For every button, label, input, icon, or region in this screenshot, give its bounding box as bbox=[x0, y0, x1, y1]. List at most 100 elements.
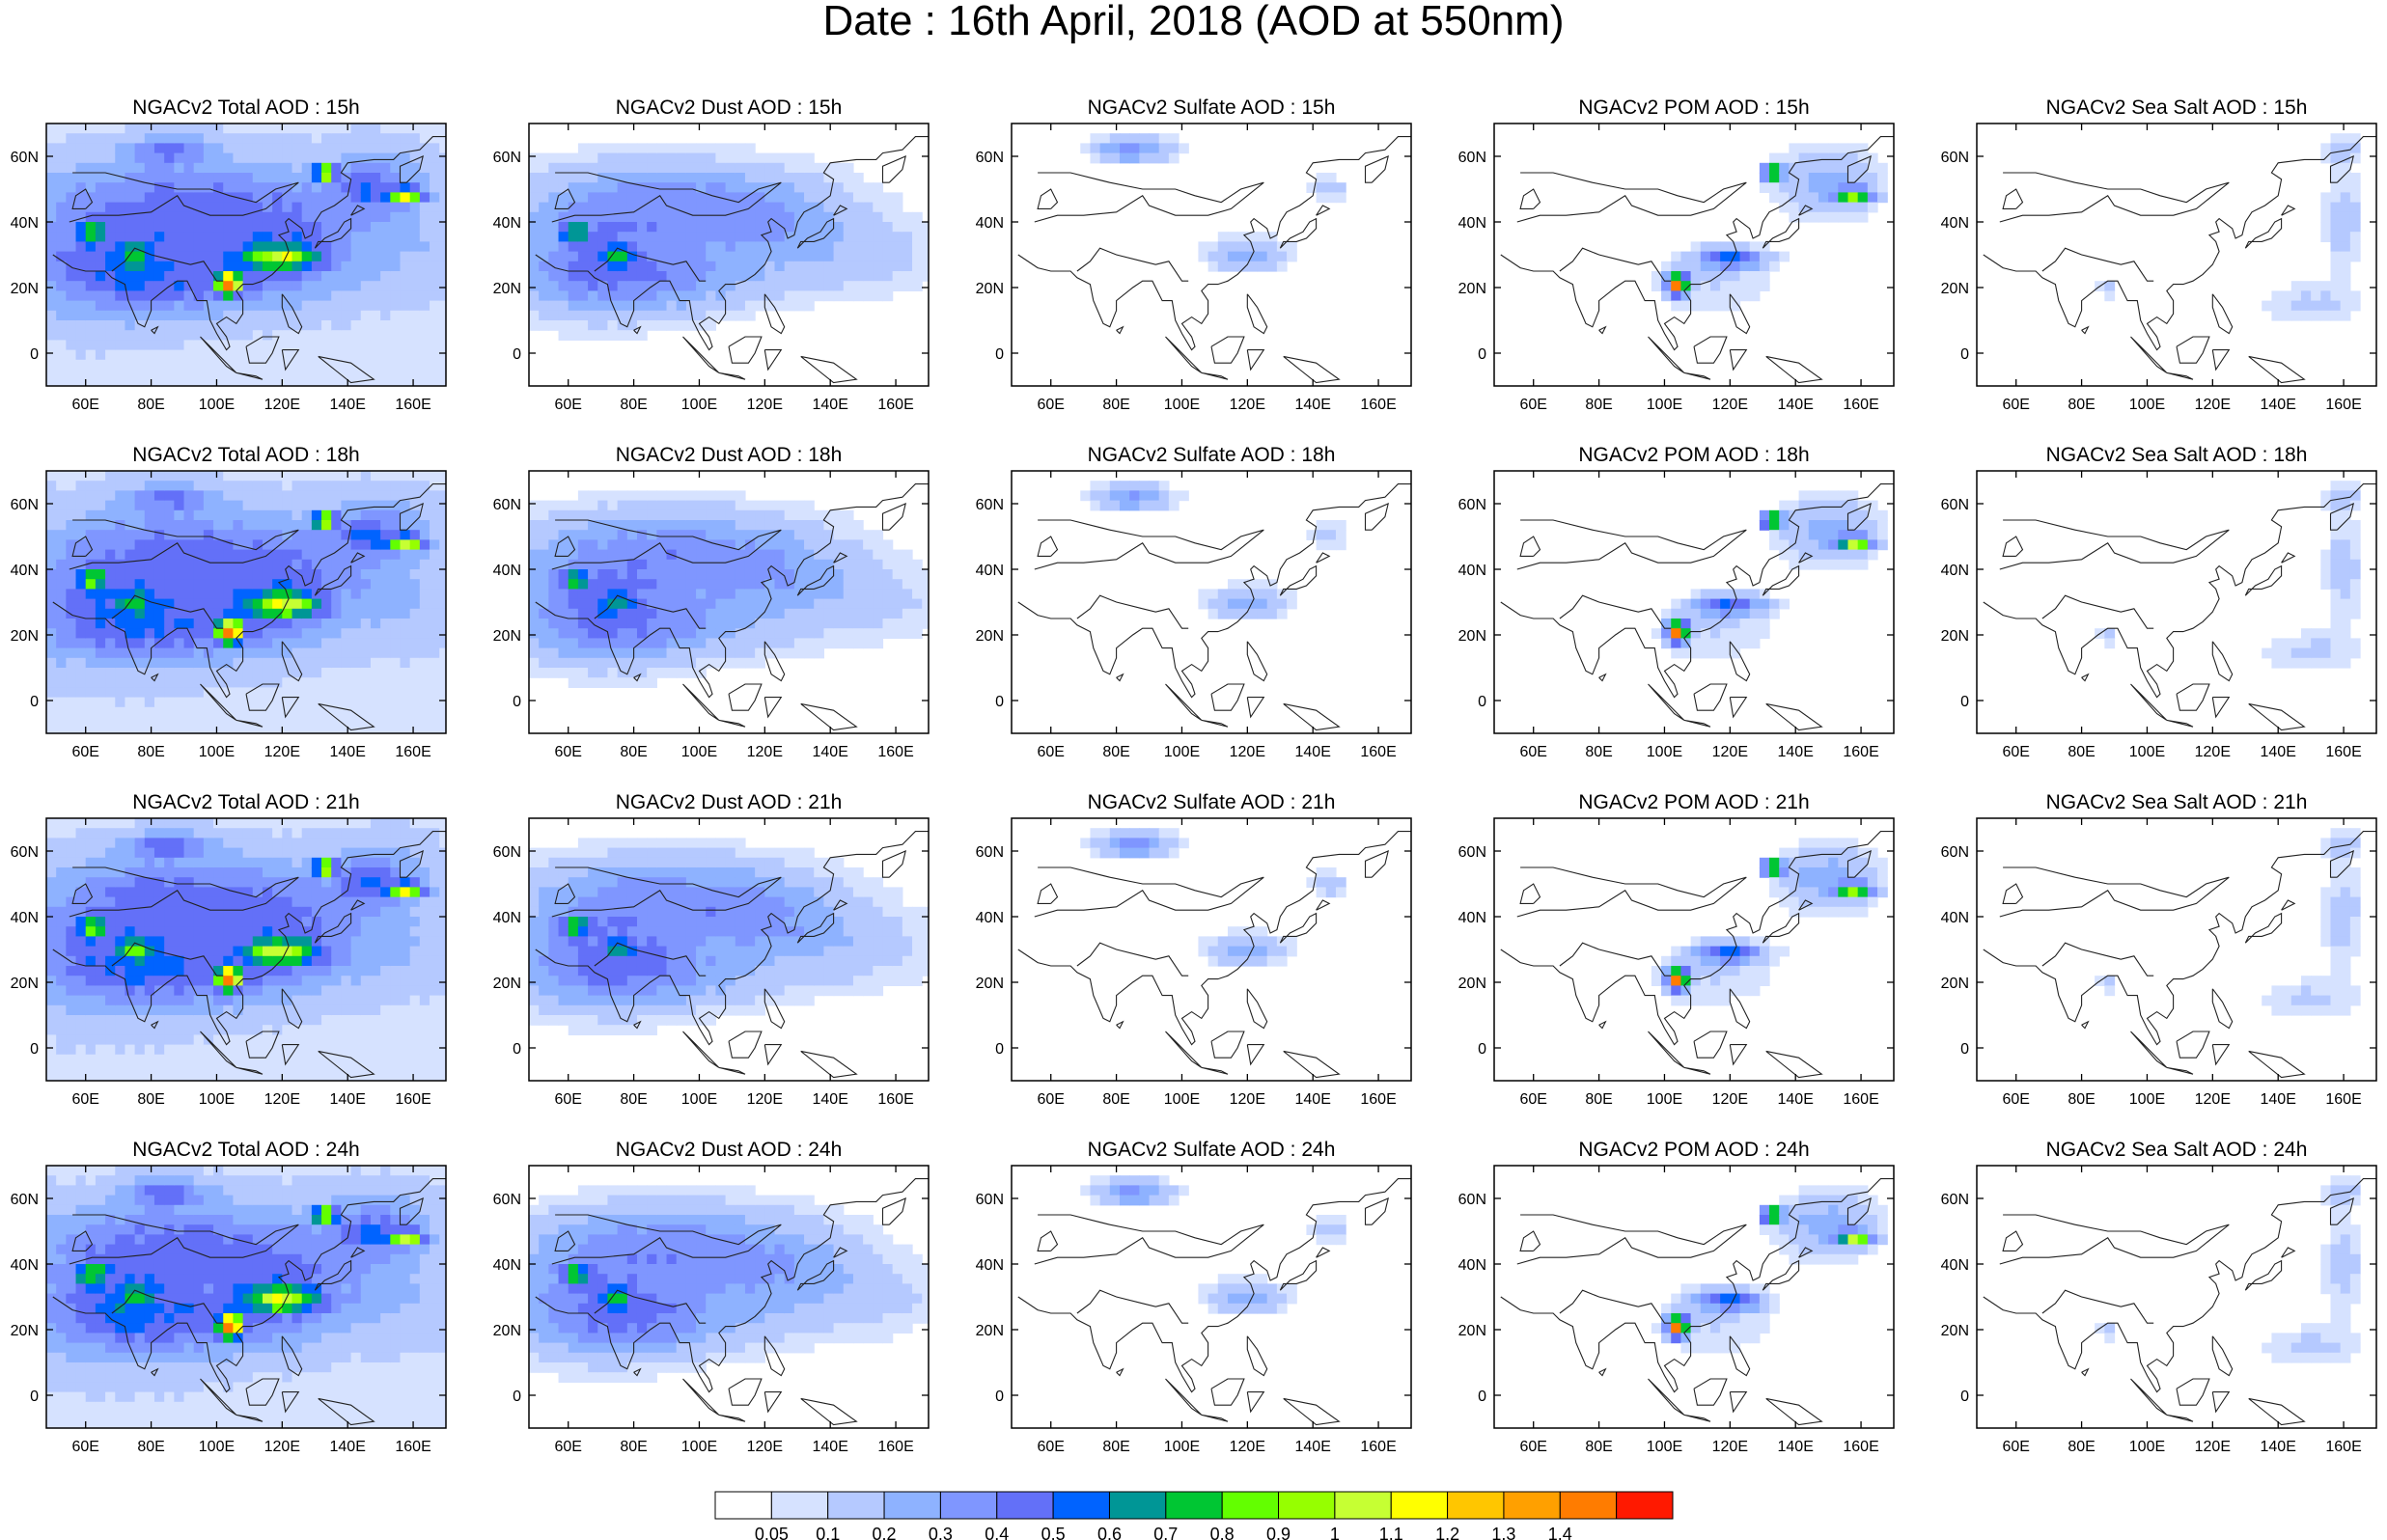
colorbar-swatch bbox=[939, 1491, 998, 1520]
lon-tick-label: 80E bbox=[620, 1439, 647, 1455]
coastline bbox=[1017, 831, 1411, 1079]
panel-frame bbox=[1011, 1165, 1412, 1429]
lat-tick-label: 60N bbox=[1941, 1192, 1969, 1208]
lat-tick-label: 20N bbox=[976, 976, 1004, 992]
lon-tick-label: 60E bbox=[71, 1439, 98, 1455]
lon-tick-label: 120E bbox=[264, 1091, 300, 1108]
coastline bbox=[52, 136, 446, 384]
lon-tick-label: 120E bbox=[264, 397, 300, 413]
lon-tick-label: 140E bbox=[1295, 744, 1331, 760]
coastline bbox=[535, 831, 929, 1079]
coastline bbox=[1500, 1178, 1894, 1426]
lat-tick-label: 40N bbox=[1458, 910, 1486, 926]
panel-title: NGACv2 Dust AOD : 18h bbox=[616, 444, 843, 466]
lat-tick-label: 20N bbox=[1941, 976, 1969, 992]
lon-tick-label: 140E bbox=[2261, 744, 2296, 760]
lon-tick-label: 60E bbox=[1037, 397, 1064, 413]
lat-tick-label: 0 bbox=[1478, 1041, 1486, 1058]
lon-tick-label: 160E bbox=[1843, 397, 1878, 413]
lat-tick-label: 60N bbox=[493, 1192, 521, 1208]
lat-tick-label: 0 bbox=[30, 694, 39, 710]
lon-tick-label: 60E bbox=[554, 1091, 581, 1108]
lon-tick-label: 80E bbox=[1102, 1439, 1129, 1455]
lon-tick-label: 60E bbox=[2002, 744, 2029, 760]
lat-tick-label: 60N bbox=[493, 497, 521, 513]
aod-field bbox=[529, 490, 929, 688]
lat-tick-label: 60N bbox=[1458, 150, 1486, 166]
lon-tick-label: 120E bbox=[264, 744, 300, 760]
lat-tick-label: 20N bbox=[1941, 628, 1969, 645]
lon-tick-label: 140E bbox=[2261, 1439, 2296, 1455]
lon-tick-label: 140E bbox=[813, 1439, 848, 1455]
coastline bbox=[1017, 1178, 1411, 1426]
lon-tick-label: 160E bbox=[877, 397, 913, 413]
coastline bbox=[52, 483, 446, 731]
lat-tick-label: 20N bbox=[11, 628, 39, 645]
lat-tick-label: 0 bbox=[1960, 694, 1969, 710]
colorbar-label: 0.3 bbox=[929, 1525, 953, 1540]
lat-tick-label: 60N bbox=[1941, 150, 1969, 166]
lat-tick-label: 60N bbox=[976, 844, 1004, 861]
lon-tick-label: 80E bbox=[620, 744, 647, 760]
lon-tick-label: 160E bbox=[1843, 1439, 1878, 1455]
lat-tick-label: 20N bbox=[11, 976, 39, 992]
lat-tick-label: 0 bbox=[1478, 346, 1486, 363]
colorbar-swatch bbox=[770, 1491, 829, 1520]
colorbar-swatch bbox=[1616, 1491, 1674, 1520]
panel-title: NGACv2 POM AOD : 18h bbox=[1578, 444, 1809, 466]
lon-tick-label: 140E bbox=[330, 744, 366, 760]
lat-tick-label: 40N bbox=[11, 1257, 39, 1274]
panel-title: NGACv2 Sulfate AOD : 24h bbox=[1088, 1139, 1336, 1161]
panel-title: NGACv2 Sea Salt AOD : 15h bbox=[2046, 96, 2308, 119]
panel-frame bbox=[1011, 817, 1412, 1082]
lon-tick-label: 80E bbox=[137, 1439, 164, 1455]
map-panel-sulfate-0: NGACv2 Sulfate AOD : 15h 60E 80E 100E 120E 14… bbox=[976, 96, 1412, 413]
lat-tick-label: 20N bbox=[493, 1323, 521, 1339]
lon-tick-label: 120E bbox=[2195, 1091, 2231, 1108]
lon-tick-label: 100E bbox=[2129, 744, 2165, 760]
lon-tick-label: 160E bbox=[395, 397, 430, 413]
lon-tick-label: 80E bbox=[620, 1091, 647, 1108]
aod-field bbox=[1080, 1175, 1346, 1314]
lat-tick-label: 20N bbox=[976, 1323, 1004, 1339]
lon-tick-label: 120E bbox=[1712, 1439, 1748, 1455]
colorbar: 0.05 0.1 0.2 0.3 0.4 0.5 0.6 0.7 0.8 0.9 1 1.1 1.2 1.… bbox=[714, 1491, 1674, 1540]
colorbar-label: 1.3 bbox=[1491, 1525, 1515, 1540]
lon-tick-label: 160E bbox=[877, 1091, 913, 1108]
lon-tick-label: 80E bbox=[137, 1091, 164, 1108]
lat-tick-label: 60N bbox=[1941, 497, 1969, 513]
coastline bbox=[535, 483, 929, 731]
lat-tick-label: 60N bbox=[976, 150, 1004, 166]
lon-tick-label: 100E bbox=[1164, 1091, 1200, 1108]
lon-tick-label: 120E bbox=[1712, 397, 1748, 413]
lat-tick-label: 20N bbox=[1941, 1323, 1969, 1339]
coastline bbox=[1500, 483, 1894, 731]
lon-tick-label: 160E bbox=[1360, 744, 1396, 760]
lon-tick-label: 120E bbox=[747, 744, 783, 760]
lat-tick-label: 20N bbox=[493, 628, 521, 645]
lat-tick-label: 40N bbox=[1941, 215, 1969, 232]
colorbar-label: 0.7 bbox=[1153, 1525, 1178, 1540]
map-panel-seasalt-2: NGACv2 Sea Salt AOD : 21h 60E 80E 100E 120E 1… bbox=[1941, 791, 2377, 1108]
lon-tick-label: 120E bbox=[747, 397, 783, 413]
lon-tick-label: 80E bbox=[1585, 1439, 1612, 1455]
panel-title: NGACv2 POM AOD : 21h bbox=[1578, 791, 1809, 813]
lon-tick-label: 120E bbox=[2195, 397, 2231, 413]
aod-field bbox=[529, 1185, 929, 1383]
lon-tick-label: 60E bbox=[71, 744, 98, 760]
coastline bbox=[52, 831, 446, 1079]
aod-field bbox=[46, 1166, 446, 1428]
lon-tick-label: 100E bbox=[199, 744, 235, 760]
lat-tick-label: 0 bbox=[30, 1041, 39, 1058]
colorbar-swatch bbox=[714, 1491, 772, 1520]
lat-tick-label: 60N bbox=[1458, 1192, 1486, 1208]
map-panel-seasalt-3: NGACv2 Sea Salt AOD : 24h 60E 80E 100E 120E 1… bbox=[1941, 1139, 2377, 1455]
lon-tick-label: 140E bbox=[1778, 1439, 1814, 1455]
lon-tick-label: 100E bbox=[2129, 397, 2165, 413]
lat-tick-label: 60N bbox=[1941, 844, 1969, 861]
colorbar-label: 0.8 bbox=[1210, 1525, 1235, 1540]
panel-title: NGACv2 POM AOD : 24h bbox=[1578, 1139, 1809, 1161]
lon-tick-label: 60E bbox=[71, 397, 98, 413]
lon-tick-label: 60E bbox=[554, 397, 581, 413]
